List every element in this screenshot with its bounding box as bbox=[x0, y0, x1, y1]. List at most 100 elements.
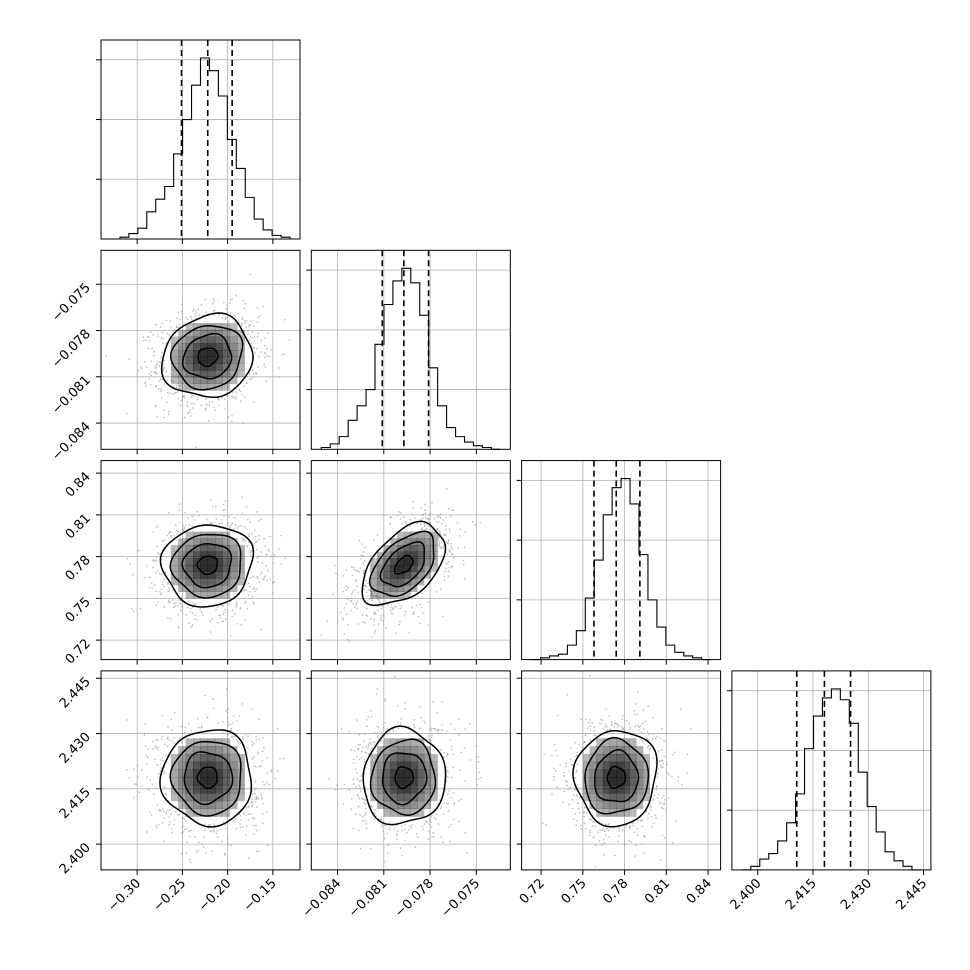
density-cell bbox=[222, 356, 231, 364]
contour-0 bbox=[196, 766, 218, 790]
density-cell bbox=[200, 370, 209, 378]
density-cell bbox=[193, 591, 201, 599]
density-cell bbox=[390, 808, 398, 817]
density-cell bbox=[222, 329, 231, 337]
density-cell bbox=[383, 564, 391, 572]
density-cell bbox=[193, 336, 201, 344]
density-cell bbox=[582, 777, 590, 786]
x-tick-label-3-0: 2.400 bbox=[728, 876, 765, 913]
density-cell bbox=[424, 761, 432, 770]
density-cell bbox=[376, 793, 384, 802]
density-cell bbox=[193, 746, 201, 755]
density-cell bbox=[609, 746, 617, 755]
panel-contents bbox=[126, 688, 285, 870]
density-cell bbox=[185, 578, 194, 586]
density-cell bbox=[642, 753, 650, 763]
density-cell bbox=[193, 363, 201, 371]
x-tick-label-0-0: −0.30 bbox=[105, 876, 144, 915]
density-cell bbox=[596, 800, 604, 810]
density-cell bbox=[589, 753, 597, 763]
density-cell bbox=[417, 785, 425, 794]
density-cell bbox=[207, 350, 216, 358]
x-tick-label-1-1: −0.081 bbox=[346, 876, 391, 921]
density-cell bbox=[629, 753, 637, 763]
density-cell bbox=[376, 585, 384, 592]
density-cell bbox=[237, 336, 245, 344]
density-cell bbox=[200, 551, 209, 559]
density-cell bbox=[193, 544, 201, 552]
density-cell bbox=[417, 800, 425, 810]
density-cell bbox=[622, 746, 630, 755]
density-cell bbox=[397, 769, 405, 778]
density-cell bbox=[642, 769, 650, 778]
density-cell bbox=[629, 785, 637, 794]
density-cell bbox=[207, 544, 216, 552]
contour-1 bbox=[181, 332, 233, 380]
density-cell bbox=[629, 769, 637, 778]
density-cell bbox=[185, 785, 194, 794]
x-tick-label-2-2: 0.78 bbox=[600, 876, 631, 907]
density-cell bbox=[185, 376, 194, 384]
density-cell bbox=[185, 777, 194, 786]
density-cell bbox=[215, 578, 223, 586]
density-cell bbox=[397, 777, 405, 786]
density-cell bbox=[207, 356, 216, 364]
scatter-points bbox=[126, 688, 285, 870]
density-cell bbox=[417, 753, 425, 763]
density-cell bbox=[376, 800, 384, 810]
density-cell bbox=[596, 753, 604, 763]
density-cell bbox=[629, 800, 637, 810]
density-cell bbox=[582, 761, 590, 770]
density-cell bbox=[417, 558, 425, 566]
density-cell bbox=[397, 793, 405, 802]
density-cell bbox=[229, 800, 238, 810]
density-cell bbox=[193, 383, 201, 391]
panel-scatter-2-1 bbox=[310, 460, 511, 661]
density-cell bbox=[237, 793, 245, 802]
density-cell bbox=[170, 777, 179, 786]
density-cell bbox=[229, 746, 238, 755]
density-cell bbox=[222, 323, 231, 331]
density-cell bbox=[622, 761, 630, 770]
density-cell bbox=[178, 538, 186, 546]
density-cell bbox=[424, 753, 432, 763]
density-cell bbox=[207, 761, 216, 770]
density-cell bbox=[397, 571, 405, 579]
density-cell bbox=[376, 746, 384, 755]
density-cell bbox=[215, 777, 223, 786]
panel-contents bbox=[126, 496, 300, 637]
density-cell bbox=[229, 363, 238, 371]
density-cell bbox=[403, 785, 411, 794]
density-cell bbox=[383, 808, 391, 817]
density-cell bbox=[596, 785, 604, 794]
density-cell bbox=[370, 591, 378, 599]
density-cell bbox=[596, 738, 604, 747]
density-cell bbox=[200, 746, 209, 755]
density-cell bbox=[215, 343, 223, 351]
density-cell bbox=[424, 769, 432, 778]
density-cell bbox=[215, 769, 223, 778]
density-cell bbox=[383, 585, 391, 592]
density-cell bbox=[178, 336, 186, 344]
density-cell bbox=[237, 578, 245, 586]
x-tick-label-3-2: 2.430 bbox=[838, 876, 875, 913]
density-cell bbox=[390, 800, 398, 810]
histogram-3 bbox=[741, 688, 921, 871]
density-cell bbox=[417, 551, 425, 559]
density-cell bbox=[215, 761, 223, 770]
density-cell bbox=[390, 558, 398, 566]
density-cell bbox=[215, 753, 223, 763]
density-cell bbox=[215, 329, 223, 337]
density-cell bbox=[370, 558, 378, 566]
density-cell bbox=[410, 538, 418, 546]
contour-2 bbox=[169, 533, 242, 599]
density-cell bbox=[215, 538, 223, 546]
x-tick-label-1-2: −0.078 bbox=[392, 876, 437, 921]
density-cell bbox=[200, 753, 209, 763]
density-cell bbox=[403, 793, 411, 802]
density-cell bbox=[170, 356, 179, 364]
density-cell bbox=[390, 761, 398, 770]
histogram-2 bbox=[531, 478, 711, 661]
density-cell bbox=[193, 761, 201, 770]
density-cell bbox=[397, 558, 405, 566]
